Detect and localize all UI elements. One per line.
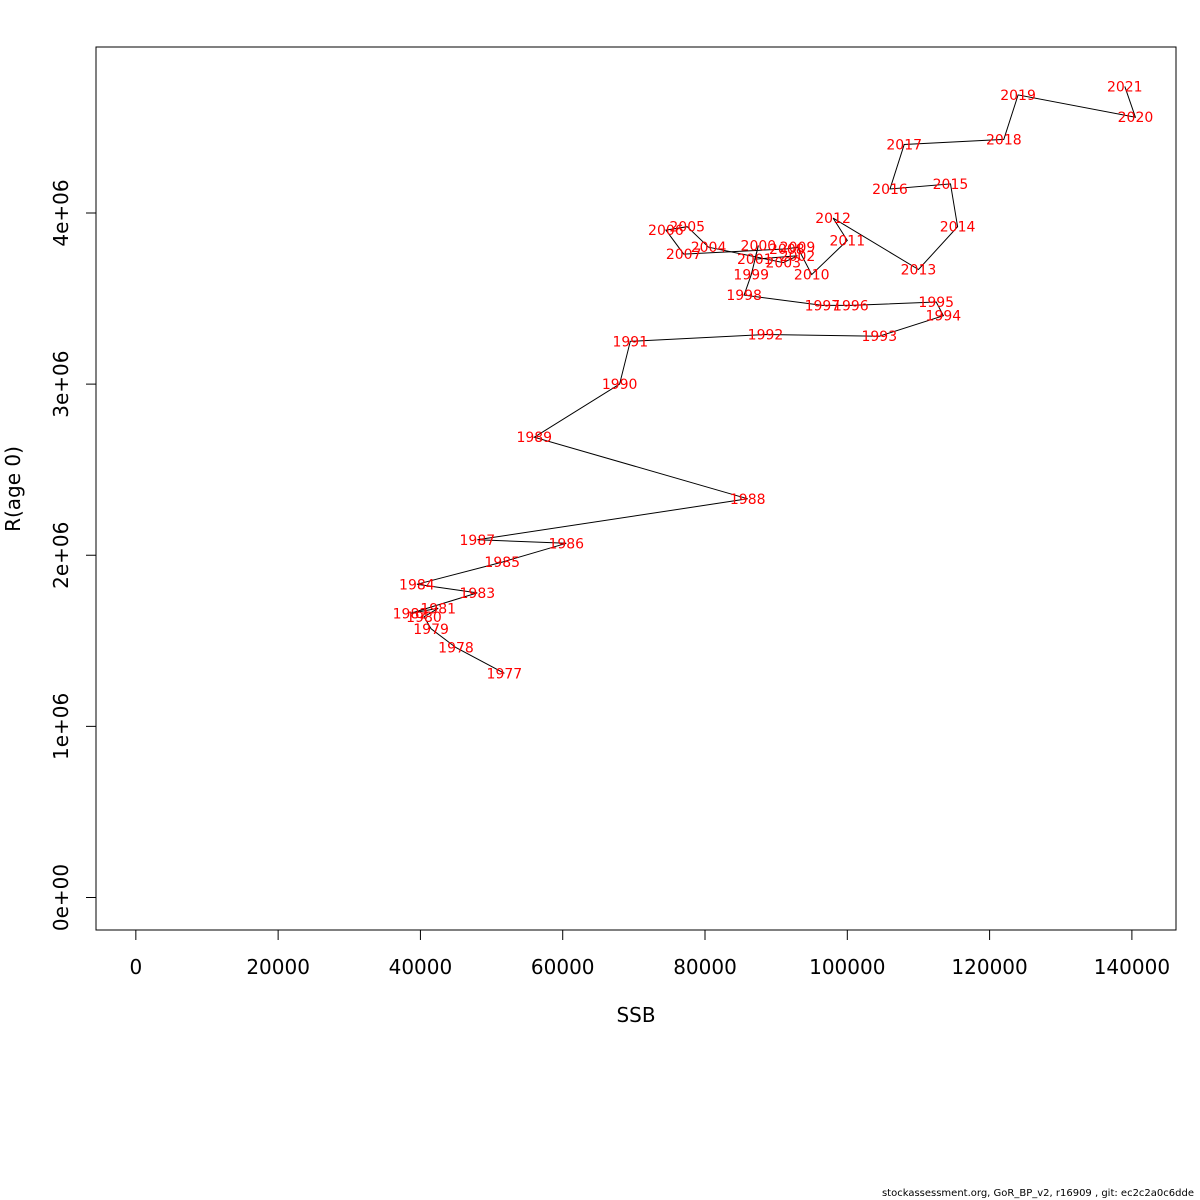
point-label: 1980	[406, 610, 442, 626]
point-label: 2005	[669, 220, 705, 236]
x-tick-label: 40000	[389, 955, 453, 979]
point-label: 1983	[460, 586, 496, 602]
point-label: 2001	[737, 252, 773, 268]
point-label: 1989	[516, 430, 552, 446]
y-tick-label: 1e+06	[49, 693, 73, 760]
point-label: 1998	[726, 288, 762, 304]
y-axis: 0e+00 1e+06 2e+06 3e+06 4e+06	[49, 179, 97, 931]
point-label: 1993	[861, 329, 897, 345]
point-label: 2008	[769, 242, 805, 258]
x-tick-label: 120000	[951, 955, 1027, 979]
point-label: 1994	[926, 309, 962, 325]
point-label: 1995	[918, 295, 954, 311]
point-label: 2015	[933, 177, 969, 193]
point-label: 2009	[780, 240, 816, 256]
point-label: 1991	[612, 334, 648, 350]
trajectory-line	[410, 86, 1137, 674]
point-label: 2018	[986, 132, 1022, 148]
point-label: 2002	[780, 249, 816, 265]
x-tick-label: 140000	[1094, 955, 1170, 979]
point-label: 2019	[1000, 88, 1036, 104]
point-label: 1987	[460, 533, 496, 549]
point-label: 1985	[484, 555, 520, 571]
point-label: 1986	[548, 536, 584, 552]
x-axis-title: SSB	[616, 1003, 655, 1027]
point-label: 1982	[393, 606, 429, 622]
x-tick-label: 0	[129, 955, 142, 979]
point-label: 2010	[794, 268, 830, 284]
point-label: 2004	[691, 240, 727, 256]
point-label: 1977	[487, 666, 523, 682]
x-tick-label: 20000	[246, 955, 310, 979]
point-label: 2012	[815, 211, 851, 227]
y-tick-label: 3e+06	[49, 350, 73, 417]
point-label: 1988	[730, 492, 766, 508]
y-tick-label: 4e+06	[49, 179, 73, 246]
y-tick-label: 0e+00	[49, 864, 73, 931]
point-label: 1997	[805, 298, 841, 314]
point-label: 2003	[765, 256, 801, 272]
point-label: 1990	[602, 377, 638, 393]
y-axis-title: R(age 0)	[1, 446, 25, 532]
x-tick-label: 100000	[809, 955, 885, 979]
point-label: 2000	[741, 239, 777, 255]
plot-frame	[95, 46, 1177, 931]
point-label: 1978	[438, 641, 474, 657]
footer-credit: stockassessment.org, GoR_BP_v2, r16909 ,…	[881, 1188, 1194, 1199]
point-label: 2013	[901, 262, 937, 278]
trajectory	[410, 86, 1137, 674]
x-axis: 0 20000 40000 60000 80000 100000 120000 140000	[129, 929, 1170, 979]
point-label: 2021	[1107, 79, 1143, 95]
point-label: 2020	[1118, 110, 1154, 126]
point-label: 1999	[733, 268, 769, 284]
point-label: 1992	[748, 327, 784, 343]
point-label: 1984	[399, 577, 435, 593]
point-label: 2011	[829, 233, 865, 249]
x-tick-label: 60000	[531, 955, 595, 979]
point-label: 1981	[420, 601, 456, 617]
point-label: 2017	[886, 138, 922, 154]
point-label: 2006	[648, 223, 684, 239]
point-label: 1979	[413, 622, 449, 638]
x-tick-label: 80000	[673, 955, 737, 979]
point-label: 2007	[666, 247, 702, 263]
point-label: 2016	[872, 182, 908, 198]
y-tick-label: 2e+06	[49, 522, 73, 589]
point-label: 2014	[940, 220, 976, 236]
point-label: 1996	[833, 298, 869, 314]
